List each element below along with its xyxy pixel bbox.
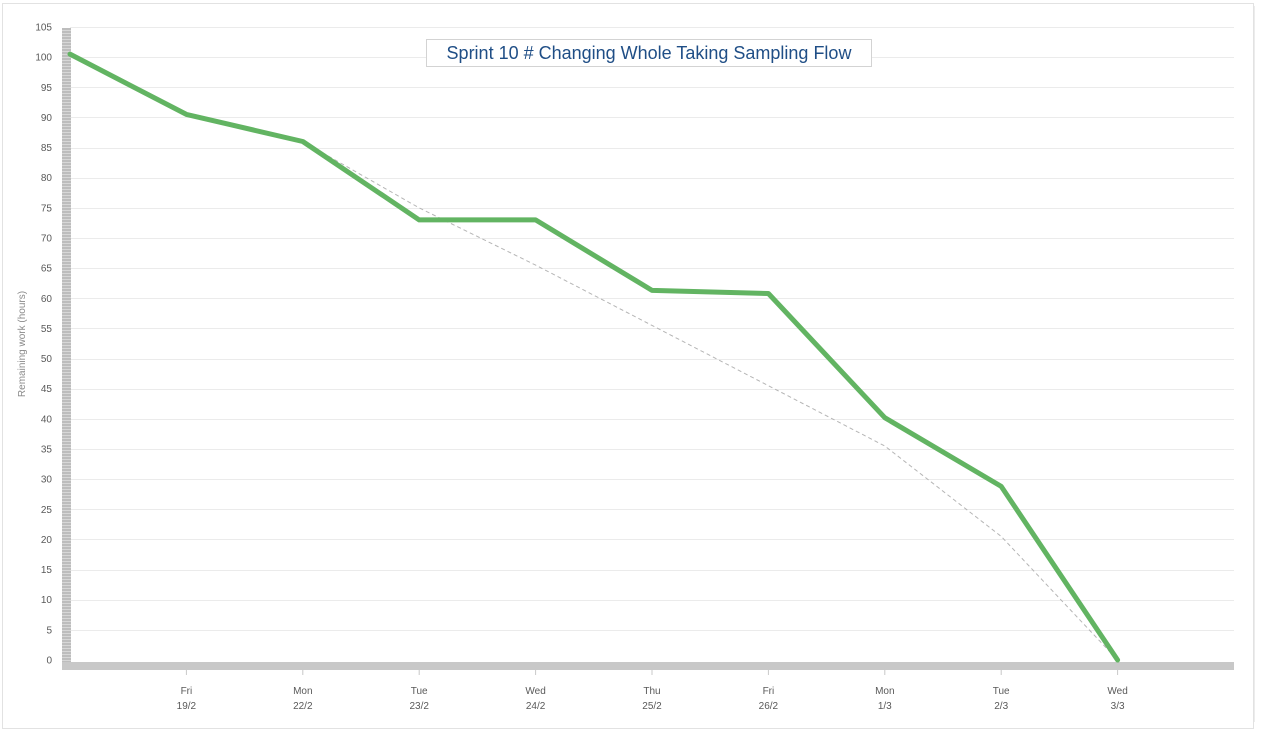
x-tick-label-day: Fri [181, 686, 193, 697]
x-tick-label-day: Wed [525, 686, 545, 697]
x-tick-label-date: 3/3 [1111, 701, 1125, 712]
y-tick-label: 55 [41, 324, 53, 335]
x-axis-band [62, 662, 1234, 670]
x-tick-label-day: Fri [763, 686, 775, 697]
x-tick-label-date: 2/3 [994, 701, 1008, 712]
frame-edge [1254, 6, 1255, 722]
x-tick-label-date: 23/2 [409, 701, 429, 712]
y-tick-label: 75 [41, 203, 53, 214]
x-tick-label-date: 1/3 [878, 701, 892, 712]
series [67, 51, 1121, 663]
y-tick-label: 100 [35, 53, 52, 64]
x-tick-label-day: Mon [875, 686, 894, 697]
y-tick-label: 50 [41, 354, 53, 365]
x-tick-label-day: Wed [1107, 686, 1127, 697]
y-tick-label: 30 [41, 475, 53, 486]
chart-frame [2, 3, 1254, 729]
ideal-trend-line [69, 53, 1118, 661]
y-tick-label: 80 [41, 173, 53, 184]
y-tick-label: 20 [41, 535, 53, 546]
y-tick-label: 60 [41, 294, 53, 305]
y-tick-label: 65 [41, 264, 53, 275]
y-tick-label: 0 [46, 656, 52, 667]
x-tick-label-day: Mon [293, 686, 312, 697]
y-tick-label: 5 [46, 625, 52, 636]
y-axis-label: Remaining work (hours) [17, 291, 28, 397]
y-tick-label: 90 [41, 113, 53, 124]
tick-labels: 0 5 10 15 20 25 30 35 40 45 50 55 60 65 70 75 80 85 90 95 10… [35, 23, 1127, 713]
x-tick-label-date: 24/2 [526, 701, 546, 712]
grid-lines [70, 27, 1234, 631]
remaining-work-line [67, 51, 1121, 663]
y-tick-label: 35 [41, 445, 53, 456]
x-tick-label-date: 26/2 [759, 701, 779, 712]
x-tick-label-day: Tue [993, 686, 1010, 697]
y-tick-label: 10 [41, 595, 53, 606]
x-tick-label-date: 22/2 [293, 701, 313, 712]
x-tick-label-day: Tue [411, 686, 428, 697]
y-tick-label: 85 [41, 143, 53, 154]
x-tick-label-date: 25/2 [642, 701, 662, 712]
axes [62, 28, 1234, 675]
y-tick-label: 95 [41, 83, 53, 94]
y-tick-label: 70 [41, 234, 53, 245]
x-tick-label-date: 19/2 [177, 701, 197, 712]
x-tick-label-day: Thu [643, 686, 660, 697]
y-tick-label: 15 [41, 565, 53, 576]
y-tick-label: 105 [35, 23, 52, 34]
chart-title: Sprint 10 # Changing Whole Taking Sampli… [426, 39, 872, 67]
y-tick-label: 25 [41, 505, 53, 516]
y-tick-label: 45 [41, 384, 53, 395]
y-tick-label: 40 [41, 414, 53, 425]
